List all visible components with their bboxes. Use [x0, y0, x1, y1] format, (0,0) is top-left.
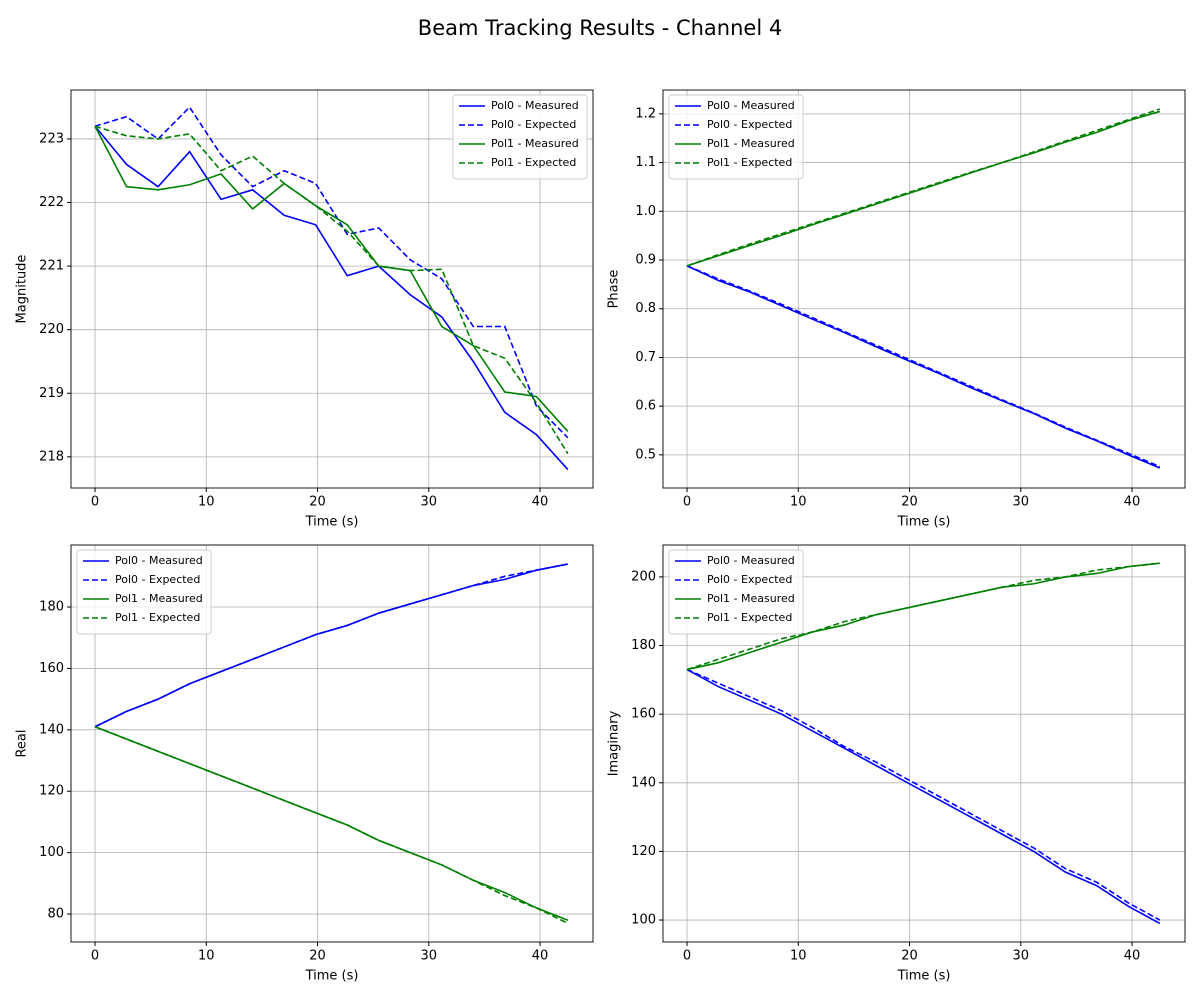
y-tick-label: 0.6 [635, 399, 656, 414]
y-tick-label: 1.0 [635, 204, 656, 219]
y-tick-label: 160 [631, 707, 656, 722]
legend-box [452, 94, 588, 180]
x-tick-label: 20 [309, 949, 326, 964]
y-tick-label: 219 [39, 386, 64, 401]
y-tick-label: 200 [631, 569, 656, 584]
y-tick-label: 120 [631, 844, 656, 859]
legend-label: Pol1 - Expected [491, 156, 576, 169]
y-tick-label: 0.8 [635, 301, 656, 316]
legend-box [76, 549, 212, 635]
x-tick-label: 30 [1013, 949, 1030, 964]
x-axis-label: Time (s) [305, 515, 359, 530]
x-axis-label: Time (s) [897, 515, 951, 530]
x-tick-label: 10 [790, 949, 807, 964]
subplot: 0 10 20 30 40 100 120 140 160 180 200 Time (s) Imagi… [607, 544, 1186, 984]
y-tick-label: 120 [39, 784, 64, 799]
y-axis-label: Phase [607, 270, 622, 309]
data-line [94, 125, 569, 432]
y-tick-label: 1.2 [635, 106, 656, 121]
data-line [686, 108, 1161, 267]
data-line [94, 125, 569, 455]
x-tick-label: 40 [532, 495, 549, 510]
legend-label: Pol1 - Measured [707, 592, 795, 605]
y-tick-label: 100 [631, 913, 656, 928]
y-tick-label: 218 [39, 449, 64, 464]
axes-frame [70, 89, 594, 489]
x-tick-label: 20 [901, 949, 918, 964]
data-line [94, 563, 569, 728]
y-tick-label: 222 [39, 195, 64, 210]
x-tick-label: 40 [532, 949, 549, 964]
x-axis-label: Time (s) [897, 969, 951, 984]
data-line [94, 125, 569, 471]
y-tick-label: 160 [39, 661, 64, 676]
y-tick-label: 221 [39, 259, 64, 274]
x-tick-label: 0 [91, 495, 99, 510]
legend-label: Pol0 - Measured [707, 554, 795, 567]
x-tick-label: 30 [1013, 495, 1030, 510]
data-line [94, 726, 569, 924]
legend-label: Pol1 - Expected [707, 156, 792, 169]
legend-label: Pol1 - Expected [707, 611, 792, 624]
legend-box [668, 549, 804, 635]
data-line [94, 105, 569, 439]
data-line [686, 110, 1161, 267]
legend-label: Pol0 - Measured [707, 99, 795, 112]
y-tick-label: 140 [39, 722, 64, 737]
y-tick-label: 0.5 [635, 447, 656, 462]
legend-label: Pol1 - Measured [707, 137, 795, 150]
legend-label: Pol0 - Expected [707, 118, 792, 131]
axes-frame [662, 89, 1186, 489]
y-axis-label: Real [15, 729, 30, 757]
x-tick-label: 20 [901, 495, 918, 510]
legend-label: Pol0 - Expected [115, 573, 200, 586]
y-tick-label: 180 [39, 600, 64, 615]
y-tick-label: 220 [39, 322, 64, 337]
data-line [686, 668, 1161, 925]
legend-label: Pol1 - Measured [115, 592, 203, 605]
legend-label: Pol1 - Expected [115, 611, 200, 624]
data-line [686, 668, 1161, 921]
legend-box [668, 94, 804, 180]
y-axis-label: Imaginary [607, 710, 622, 776]
x-tick-label: 0 [683, 495, 691, 510]
x-tick-label: 0 [91, 949, 99, 964]
legend-label: Pol1 - Measured [491, 137, 579, 150]
x-tick-label: 20 [309, 495, 326, 510]
y-axis-label: Magnitude [15, 255, 30, 324]
legend-label: Pol0 - Expected [707, 573, 792, 586]
x-axis-label: Time (s) [305, 969, 359, 984]
y-tick-label: 1.1 [635, 155, 656, 170]
y-tick-label: 80 [47, 907, 64, 922]
x-tick-label: 10 [198, 949, 215, 964]
x-tick-label: 40 [1124, 495, 1141, 510]
figure-title: Beam Tracking Results - Channel 4 [418, 16, 782, 40]
data-line [686, 562, 1160, 671]
legend-label: Pol0 - Measured [115, 554, 203, 567]
y-tick-label: 180 [631, 638, 656, 653]
axes-frame [662, 544, 1186, 943]
data-line [686, 265, 1161, 468]
subplot: 0 10 20 30 40 80 100 120 140 160 180 Time (s) Real Po… [15, 544, 594, 984]
y-tick-label: 223 [39, 131, 64, 146]
y-tick-label: 0.9 [635, 253, 656, 268]
y-tick-label: 140 [631, 775, 656, 790]
y-tick-label: 100 [39, 845, 64, 860]
x-tick-label: 30 [421, 949, 438, 964]
x-tick-label: 40 [1124, 949, 1141, 964]
subplot: 0 10 20 30 40 0.5 0.6 0.7 0.8 0.9 1.0 1.1 1.2 Time (s… [607, 89, 1186, 530]
subplot: 0 10 20 30 40 218 219 220 221 222 223 Time (s) Magni… [15, 89, 594, 530]
x-tick-label: 30 [421, 495, 438, 510]
legend-label: Pol0 - Expected [491, 118, 576, 131]
x-tick-label: 0 [683, 949, 691, 964]
x-tick-label: 10 [790, 495, 807, 510]
x-tick-label: 10 [198, 495, 215, 510]
y-tick-label: 0.7 [635, 350, 656, 365]
axes-frame [70, 544, 594, 943]
legend-label: Pol0 - Measured [491, 99, 579, 112]
